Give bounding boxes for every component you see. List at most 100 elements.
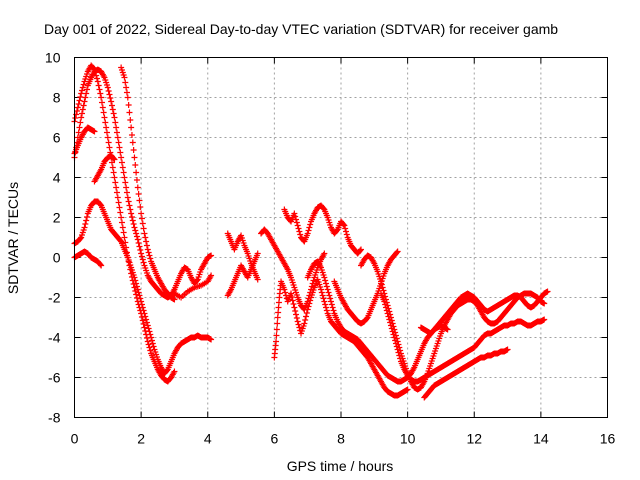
data-point [105,88,112,94]
x-tick-label: 6 [270,431,278,447]
data-point [138,253,145,260]
data-point [148,334,155,341]
data-point [128,124,135,131]
data-point [322,301,329,308]
data-point [101,114,108,121]
data-point [123,84,130,91]
data-point [103,124,110,131]
data-point [99,104,106,111]
data-point [114,194,121,201]
y-tick-labels: 10 8 6 4 2 0 -2 -4 -6 -8 [45,50,61,426]
data-point [133,177,140,183]
data-point [98,94,105,101]
data-point [128,210,135,217]
data-point [381,298,388,305]
data-point [103,129,110,136]
data-point [127,117,134,123]
data-point [144,246,151,253]
data-point [145,341,152,348]
y-tick-label: 2 [53,210,61,226]
data-point [113,189,120,196]
data-point [82,221,89,227]
data-point [116,204,123,211]
data-point [144,322,151,329]
data-point [136,197,143,204]
data-point [138,301,145,308]
data-point [392,340,399,347]
data-point [328,298,335,305]
data-point [342,228,349,235]
data-point [324,286,331,293]
data-point [296,228,303,235]
data-point [387,319,394,326]
data-point [137,247,144,253]
data-point [121,174,128,181]
data-point [321,298,328,305]
data-point [396,352,403,359]
data-point [134,184,141,191]
data-point [133,169,140,176]
data-point [303,313,310,320]
data-point [318,286,325,293]
data-point [131,274,138,281]
data-point [296,324,303,331]
data-point [387,322,394,329]
data-point [357,246,364,253]
data-point [117,209,124,216]
data-point [392,337,399,344]
data-point [130,147,137,153]
y-tick-label: -4 [48,330,61,346]
data-point [293,216,300,223]
data-point [112,179,119,186]
data-point [147,347,154,354]
data-point [273,338,280,345]
series-track-4 [71,198,215,377]
data-point [96,86,103,93]
data-point [143,238,150,245]
data-point [126,109,133,116]
data-point [140,307,147,314]
data-point [306,224,313,231]
data-point [281,286,288,293]
data-point [72,115,79,121]
data-point [385,313,392,320]
data-point [140,321,147,327]
data-point [111,174,118,181]
data-point [133,230,140,237]
data-point [115,139,122,146]
data-point [135,289,142,296]
data-point [329,304,336,311]
y-tick-label: 4 [53,170,61,186]
data-point [112,119,119,126]
data-point [108,98,115,105]
data-point [295,321,302,328]
data-point [81,98,88,105]
data-point [129,139,136,146]
data-point [115,199,122,206]
series-track-14 [281,202,364,257]
data-point [393,249,400,256]
data-point [145,249,152,256]
data-point [76,97,83,104]
data-point [82,94,89,101]
data-point [146,328,153,335]
data-point [323,280,330,287]
data-point [118,214,125,221]
data-point [341,222,348,229]
data-point [342,225,349,232]
data-point [290,301,297,307]
data-point [107,95,114,101]
data-point [132,277,139,284]
y-tick-label: 8 [53,90,61,106]
data-point [321,274,328,281]
data-point [80,81,87,88]
data-point [104,84,111,91]
data-point [102,119,109,126]
data-point [79,84,86,91]
data-point [120,229,127,236]
data-point [444,326,451,333]
data-point [116,144,123,151]
data-point [327,295,334,302]
series-track-10 [224,250,261,299]
data-point [304,306,311,313]
